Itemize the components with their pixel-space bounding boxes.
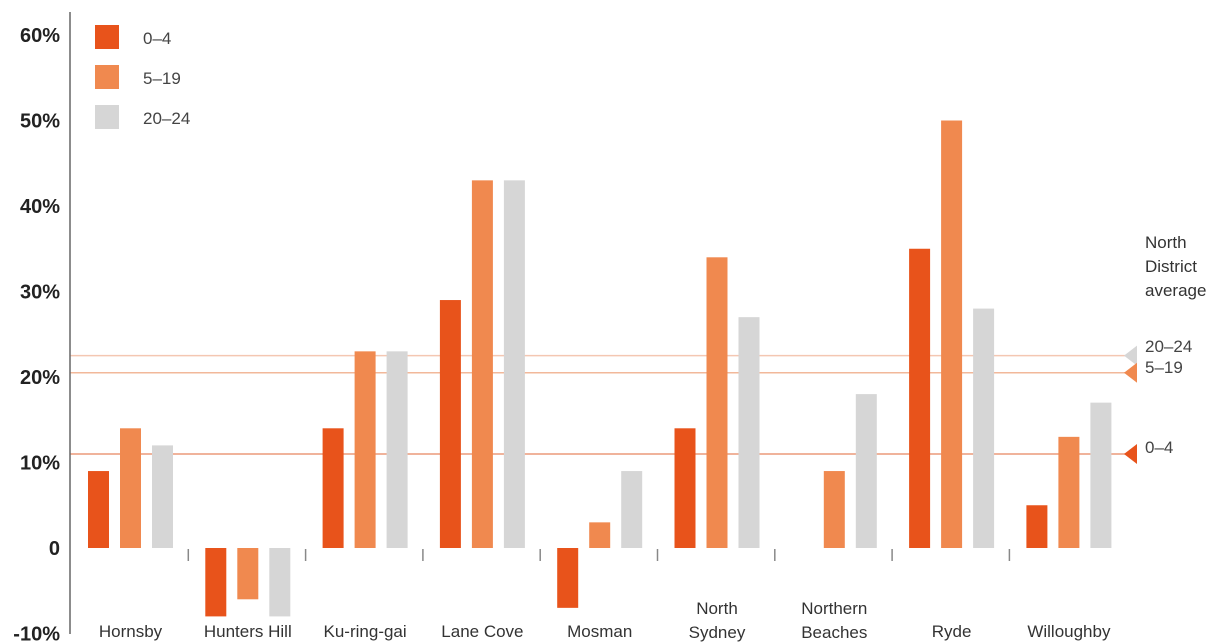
y-tick-label: 30% (20, 282, 60, 304)
bar (354, 351, 376, 548)
x-tick-label: Mosman (567, 622, 632, 641)
bar (557, 548, 579, 608)
x-tick-labels: Hornsby Hunters Hill Ku-ring-gai Lane Cove M… (99, 599, 1111, 642)
average-label: 5–19 (1145, 358, 1183, 377)
average-marker-icon (1124, 362, 1137, 383)
bar (738, 317, 760, 548)
bar (120, 428, 141, 548)
x-tick-label: North Sydney (689, 599, 746, 642)
bar (471, 180, 493, 548)
bar (503, 180, 525, 548)
average-marker-icon (1124, 345, 1137, 366)
bar (237, 548, 259, 600)
bar (152, 445, 173, 548)
bar (823, 471, 845, 548)
legend-label: 5–19 (143, 69, 181, 88)
legend: 0–4 5–19 20–24 (95, 25, 190, 129)
legend-label: 20–24 (143, 109, 190, 128)
bar (439, 300, 461, 548)
y-tick-label: 50% (20, 111, 60, 133)
x-tick-label: Hunters Hill (204, 622, 292, 641)
legend-swatch (95, 25, 119, 49)
bar (1090, 402, 1112, 548)
y-tick-labels: 60% 50% 40% 30% 20% 10% 0 -10% (13, 25, 60, 643)
bar (909, 248, 931, 548)
y-tick-label: 20% (20, 367, 60, 389)
y-tick-label: 40% (20, 196, 60, 218)
average-marker-icon (1124, 443, 1137, 464)
y-tick-label: 10% (20, 453, 60, 475)
average-title: North District average (1145, 233, 1206, 300)
bar (1058, 436, 1080, 548)
x-tick-label: Lane Cove (441, 622, 523, 641)
bar (322, 428, 344, 548)
average-annotation: North District average 20–24 5–19 0–4 (1124, 233, 1206, 464)
y-tick-label: -10% (13, 624, 60, 643)
bar (973, 308, 995, 548)
bar (674, 428, 696, 548)
x-tick-label: Ku-ring-gai (324, 622, 407, 641)
y-tick-label: 0 (49, 538, 60, 560)
legend-swatch (95, 65, 119, 89)
bar (386, 351, 408, 548)
average-label: 0–4 (1145, 438, 1173, 457)
bar (855, 394, 877, 548)
bar (88, 471, 109, 548)
bar (1026, 505, 1048, 548)
bar (269, 548, 291, 617)
bar (205, 548, 227, 617)
category-separators (187, 549, 1011, 561)
y-tick-label: 60% (20, 25, 60, 47)
average-label: 20–24 (1145, 337, 1192, 356)
legend-swatch (95, 105, 119, 129)
bar (941, 120, 963, 548)
bar (706, 257, 728, 548)
bar (621, 471, 643, 548)
x-tick-label: Ryde (932, 622, 972, 641)
bars (88, 120, 1112, 617)
x-tick-label: Northern Beaches (801, 599, 867, 642)
x-tick-label: Willoughby (1027, 622, 1111, 641)
bar (589, 522, 611, 548)
x-tick-label: Hornsby (99, 622, 163, 641)
legend-label: 0–4 (143, 29, 171, 48)
